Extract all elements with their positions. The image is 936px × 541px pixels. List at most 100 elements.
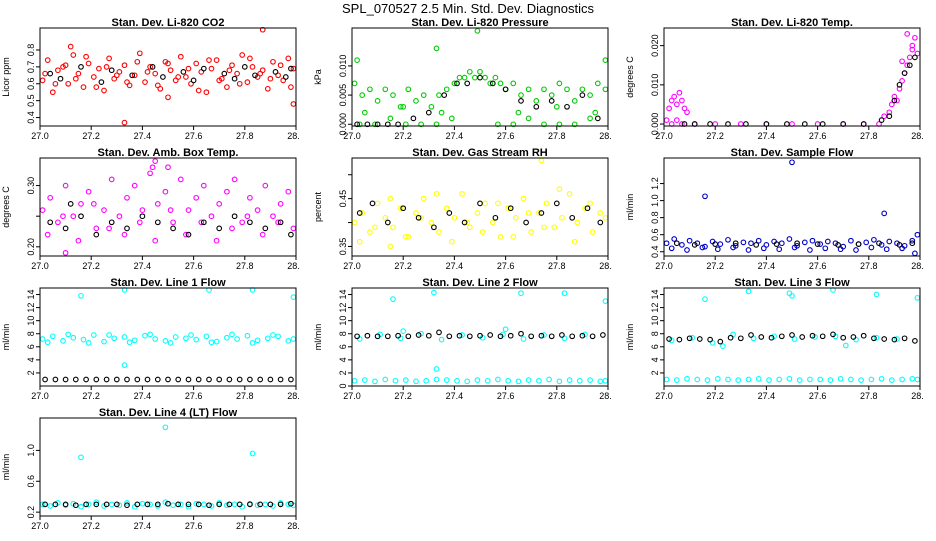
- x-tick-label: 27.2: [394, 131, 412, 141]
- data-point: [556, 121, 563, 128]
- data-point: [185, 501, 192, 508]
- x-tick-label: 27.6: [185, 391, 203, 401]
- data-point: [193, 194, 200, 201]
- x-tick-label: 27.0: [655, 261, 673, 271]
- data-point: [525, 115, 532, 122]
- data-point: [93, 84, 100, 90]
- data-point: [351, 377, 358, 384]
- data-point: [873, 291, 880, 298]
- data-point: [556, 80, 563, 87]
- data-point: [543, 200, 550, 207]
- data-point: [93, 499, 100, 505]
- panel-title: Stan. Dev. Sample Flow: [731, 148, 854, 159]
- data-point: [400, 205, 407, 212]
- data-point: [387, 243, 394, 250]
- x-tick-label: 28.0: [287, 261, 300, 271]
- data-point: [510, 121, 517, 128]
- data-point: [103, 501, 110, 508]
- data-point: [264, 85, 271, 92]
- y-tick-label: 1.0: [650, 194, 660, 207]
- data-point: [587, 92, 593, 98]
- data-point: [873, 334, 880, 341]
- data-point: [165, 500, 171, 507]
- data-point: [75, 70, 82, 77]
- data-point: [67, 43, 74, 50]
- data-point: [541, 224, 547, 231]
- data-point: [909, 375, 916, 382]
- x-tick-label: 28.0: [911, 261, 924, 271]
- data-point: [876, 240, 882, 247]
- data-point: [794, 240, 800, 247]
- data-point: [696, 336, 703, 342]
- data-point: [402, 121, 409, 128]
- y-tick-label: 4: [650, 357, 660, 362]
- data-point: [433, 121, 440, 128]
- data-point: [106, 225, 112, 232]
- scatter-plot: Stan. Dev. Sample Flow ml/min 27.0 27.2 27.4…: [625, 147, 929, 271]
- data-point: [541, 86, 547, 93]
- data-point: [602, 214, 609, 221]
- data-point: [904, 62, 911, 69]
- data-point: [740, 239, 747, 246]
- y-tick-label: 0.2: [26, 506, 36, 519]
- data-point: [382, 86, 389, 93]
- data-point: [507, 205, 514, 212]
- data-point: [809, 332, 816, 339]
- panel-line3-flow: Stan. Dev. Line 3 Flow ml/min 27.0 27.2 27.4…: [624, 277, 929, 406]
- data-point: [584, 205, 591, 212]
- data-point: [78, 454, 84, 461]
- data-point: [106, 332, 112, 338]
- y-axis-label: kPa: [313, 69, 323, 85]
- data-point: [745, 288, 752, 295]
- data-point: [495, 200, 501, 207]
- data-point: [208, 339, 215, 346]
- data-point: [428, 219, 435, 226]
- data-point: [277, 219, 284, 226]
- data-point: [520, 195, 527, 202]
- data-point: [285, 188, 292, 195]
- x-tick-label: 27.4: [758, 391, 776, 401]
- data-point: [855, 241, 862, 247]
- data-point: [510, 234, 517, 240]
- data-point: [518, 290, 524, 297]
- data-point: [85, 340, 92, 346]
- y-tick-label: 0.000: [338, 113, 348, 136]
- data-point: [587, 200, 593, 207]
- figure-title: SPL_070527 2.5 Min. Std. Dev. Diagnostic…: [342, 1, 594, 16]
- data-point: [290, 294, 297, 300]
- data-point: [62, 250, 69, 256]
- data-point: [768, 334, 775, 341]
- panel-li820-co2: Stan. Dev. Li-820 CO2 Licor ppm 27.0 27.2 27…: [0, 17, 305, 146]
- data-point: [195, 87, 202, 94]
- data-point: [170, 225, 176, 232]
- data-point: [758, 334, 765, 340]
- data-point: [42, 501, 48, 508]
- y-tick-label: 8: [338, 331, 348, 336]
- data-point: [55, 219, 61, 226]
- data-point: [39, 336, 46, 342]
- y-axis-label: ml/min: [313, 324, 323, 351]
- data-point: [259, 231, 266, 238]
- data-point: [351, 80, 358, 87]
- data-point: [142, 332, 148, 339]
- data-point: [354, 333, 360, 340]
- x-tick-label: 27.4: [758, 261, 776, 271]
- data-point: [438, 336, 445, 343]
- data-point: [717, 241, 724, 247]
- data-point: [402, 234, 409, 240]
- data-point: [827, 377, 834, 383]
- y-axis-label: degrees C: [1, 186, 11, 228]
- data-point: [165, 94, 171, 101]
- data-point: [208, 65, 215, 72]
- data-point: [848, 376, 854, 383]
- data-point: [356, 210, 363, 216]
- data-point: [372, 121, 378, 128]
- data-point: [909, 42, 916, 49]
- data-point: [466, 333, 473, 340]
- y-tick-label: 0.35: [338, 238, 348, 256]
- data-point: [668, 245, 675, 252]
- data-point: [131, 337, 138, 344]
- data-point: [47, 70, 54, 77]
- plot-frame: [39, 417, 297, 517]
- data-point: [510, 80, 517, 87]
